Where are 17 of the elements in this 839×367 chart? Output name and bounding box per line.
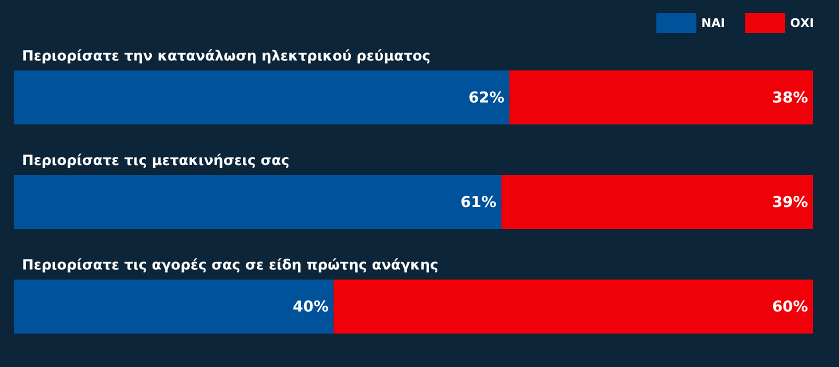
bar [334, 280, 813, 334]
bar [14, 70, 510, 124]
bar [14, 175, 502, 229]
bar [14, 280, 334, 334]
legend-label: ΝΑΙ [701, 16, 726, 30]
data-label: 40% [292, 298, 329, 316]
legend-label: ΟΧΙ [790, 16, 814, 30]
data-label: 38% [772, 88, 808, 106]
data-label: 60% [772, 298, 808, 316]
bar [501, 175, 813, 229]
data-label: 39% [772, 193, 808, 211]
y-tick-label: Περιορίσατε τις μετακινήσεις σας [22, 153, 290, 169]
bar [509, 70, 813, 124]
y-tick-label: Περιορίσατε την κατανάλωση ηλεκτρικού ρεύματος [22, 48, 430, 64]
y-tick-label: Περιορίσατε τις αγορές σας σε είδη πρώτης ανάγκης [22, 258, 438, 274]
data-label: 62% [468, 88, 504, 106]
data-label: 61% [460, 193, 496, 211]
